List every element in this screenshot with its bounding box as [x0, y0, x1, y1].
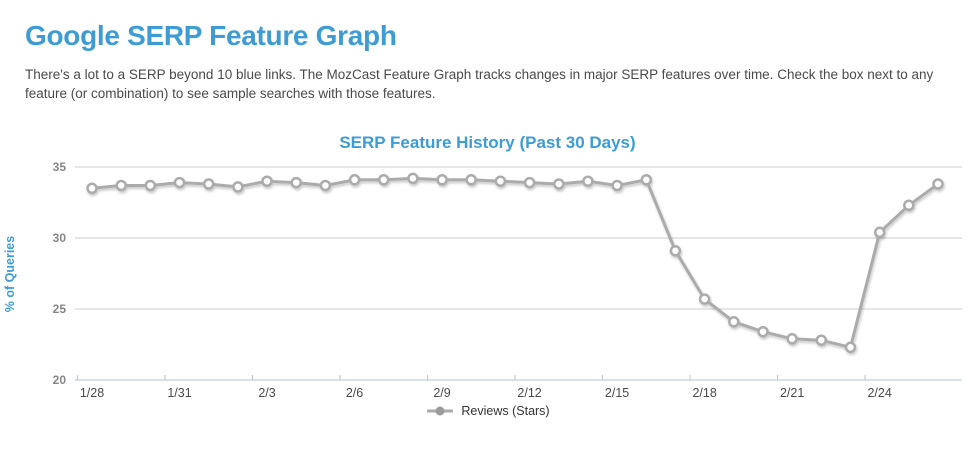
data-point-marker [465, 174, 477, 186]
data-point-marker [377, 174, 390, 186]
series-reviews-stars [86, 172, 944, 354]
x-tick-label: 1/28 [80, 386, 104, 400]
data-point-marker [144, 179, 157, 192]
data-point-marker [261, 175, 273, 187]
data-point-marker [669, 245, 682, 257]
data-point-marker [757, 325, 769, 338]
x-tick-label: 2/24 [867, 386, 891, 400]
x-tick-label: 2/18 [692, 386, 716, 400]
data-point-marker [319, 179, 332, 192]
data-point-marker [202, 178, 215, 190]
data-point-marker [582, 175, 594, 187]
legend-line-marker-icon [427, 406, 454, 416]
page-title: Google SERP Feature Graph [25, 20, 397, 51]
data-point-marker [640, 174, 653, 186]
y-axis-title: % of Queries [3, 236, 17, 312]
data-point-marker [86, 182, 98, 195]
x-tick-label: 2/9 [433, 386, 450, 400]
x-tick-label: 2/12 [517, 386, 541, 400]
data-point-marker [232, 181, 244, 193]
data-point-marker [728, 316, 740, 328]
y-tick-label: 30 [53, 231, 67, 245]
data-point-marker [290, 176, 302, 189]
data-point-marker [436, 174, 448, 186]
data-point-marker [815, 334, 828, 346]
y-tick-label: 20 [53, 373, 67, 387]
x-tick-label: 1/31 [167, 386, 191, 400]
data-point-marker [844, 341, 857, 354]
data-point-marker [407, 172, 419, 185]
data-point-marker [698, 293, 711, 305]
chart-title: SERP Feature History (Past 30 Days) [339, 133, 636, 152]
x-tick-label: 2/6 [346, 386, 363, 400]
series-line [90, 176, 940, 349]
x-tick-label: 2/21 [780, 386, 804, 400]
data-point-marker [173, 176, 186, 189]
legend-dot [435, 406, 445, 416]
serp-feature-chart: SERP Feature History (Past 30 Days) 20 25… [0, 133, 975, 418]
y-tick-label: 35 [53, 160, 67, 174]
page-description: There's a lot to a SERP beyond 10 blue l… [25, 67, 934, 101]
data-point-marker [523, 176, 536, 189]
chart-legend: Reviews (Stars) [0, 404, 975, 418]
data-point-marker [553, 178, 565, 190]
chart-plot-area: 20 25 30 35 1/28 1/31 2/3 2/6 2/9 2/12 2/15 2/18 2/2… [3, 160, 962, 400]
data-point-marker [348, 174, 361, 186]
data-point-marker [494, 175, 507, 187]
data-point-marker [611, 179, 623, 192]
data-point-marker [115, 179, 127, 192]
y-tick-label: 25 [53, 302, 67, 316]
x-tick-label: 2/3 [258, 386, 275, 400]
data-point-marker [873, 226, 886, 239]
data-point-marker [932, 178, 944, 190]
data-point-marker [903, 199, 915, 212]
legend-label: Reviews (Stars) [461, 404, 550, 418]
x-tick-label: 2/15 [605, 386, 629, 400]
data-point-marker [786, 333, 798, 345]
